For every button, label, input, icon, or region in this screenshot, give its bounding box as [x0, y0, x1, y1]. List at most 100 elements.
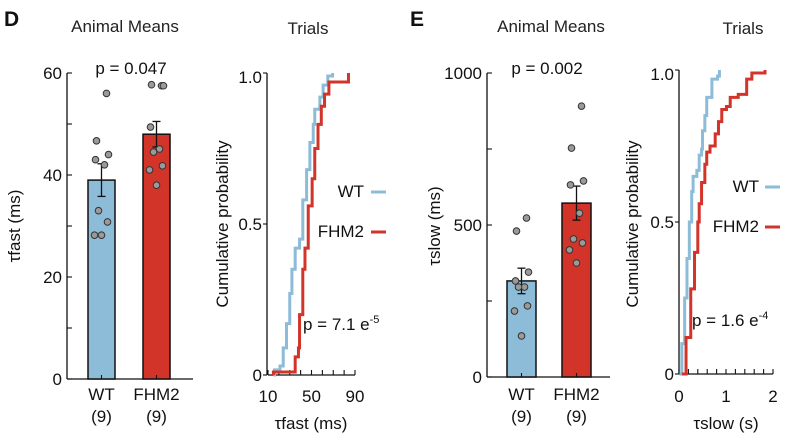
- y-tick-label: 0: [253, 366, 262, 385]
- panel-e-animal-means: E Animal Means p = 0.002 τslow (ms) 0 500…: [410, 8, 610, 426]
- bar-wt: [506, 280, 537, 378]
- panel-d-trials-pvalue: p = 7.1 e-5: [303, 314, 379, 334]
- panel-e-means-pvalue: p = 0.002: [511, 59, 582, 78]
- data-point: [566, 181, 575, 189]
- data-point: [145, 166, 154, 174]
- data-point: [579, 177, 588, 185]
- data-point: [149, 148, 158, 156]
- data-point: [524, 268, 533, 276]
- cdf-line-wt: [679, 70, 721, 376]
- data-point: [511, 277, 520, 285]
- data-point: [147, 80, 156, 89]
- data-point: [100, 161, 109, 169]
- data-point: [92, 137, 101, 145]
- panel-d-y-axis-label: τfast (ms): [5, 190, 24, 263]
- panel-d-trials-plot: 0 0.5 1.0 10 50 90 WT FHM2: [238, 68, 386, 406]
- data-point: [97, 231, 106, 239]
- data-point: [103, 218, 112, 226]
- category-label: WT: [508, 385, 534, 404]
- category-label: FHM2: [553, 385, 599, 404]
- panel-e-trials-plot: 0 0.5 1.0 0 1 2 WT FHM2: [650, 65, 780, 406]
- data-point: [90, 231, 99, 239]
- data-point: [102, 89, 111, 98]
- category-count: (9): [566, 407, 587, 426]
- y-tick-label: 20: [43, 268, 62, 287]
- x-tick-label: 2: [768, 387, 777, 406]
- panel-e-trials-pvalue-base: p = 1.6 e: [692, 311, 759, 330]
- data-point: [522, 214, 531, 222]
- data-point: [158, 162, 167, 170]
- data-point: [514, 283, 523, 291]
- y-tick-label: 500: [454, 216, 482, 235]
- x-tick-label: 10: [259, 387, 278, 406]
- panel-d-means-plot: 0 20 40 60 WT (9) FHM2 (9): [43, 64, 193, 426]
- data-point: [91, 155, 100, 164]
- y-tick-label: 0: [473, 368, 482, 387]
- panel-e-means-plot: 0 500 1000 WT (9) FHM2 (9): [444, 64, 610, 426]
- category-label: WT: [88, 385, 114, 404]
- category-count: (9): [146, 407, 167, 426]
- cdf-line-wt: [273, 73, 335, 377]
- panel-e-trials-pvalue-exponent: -4: [759, 310, 769, 322]
- x-tick-label: 1: [721, 387, 730, 406]
- category-count: (9): [511, 407, 532, 426]
- legend-label-fhm2: FHM2: [713, 217, 759, 236]
- category-count: (9): [91, 407, 112, 426]
- data-point: [152, 181, 161, 189]
- panel-d-trials-pvalue-base: p = 7.1 e: [303, 315, 370, 334]
- legend-label-wt: WT: [338, 182, 364, 201]
- data-point: [512, 227, 521, 235]
- data-point: [569, 235, 578, 243]
- panel-e-trials-y-axis-label: Cumulative probability: [623, 140, 642, 308]
- data-point: [155, 145, 164, 153]
- data-point: [577, 102, 586, 110]
- legend-label-wt: WT: [733, 177, 759, 196]
- y-tick-label: 60: [43, 64, 62, 83]
- data-point: [94, 206, 103, 215]
- y-tick-label: 0: [53, 370, 62, 389]
- data-point: [578, 239, 587, 247]
- cdf-line-fhm2: [271, 73, 350, 375]
- panel-d-trials-pvalue-exponent: -5: [370, 314, 380, 326]
- x-tick-label: 0: [674, 387, 683, 406]
- data-point: [517, 332, 526, 340]
- cdf-line-fhm2: [681, 70, 767, 376]
- data-point: [523, 302, 532, 310]
- y-tick-label: 0.5: [238, 215, 262, 234]
- legend-label-fhm2: FHM2: [318, 222, 364, 241]
- data-point: [104, 150, 113, 159]
- panel-d-trials: Trials Cumulative probability τfast (ms)…: [213, 19, 386, 433]
- panel-e-trials-title: Trials: [723, 19, 764, 38]
- data-point: [567, 144, 576, 152]
- y-tick-label: 0: [665, 365, 674, 384]
- panel-d-trials-x-axis-label: τfast (ms): [275, 414, 348, 433]
- x-tick-label: 50: [302, 387, 321, 406]
- y-tick-label: 1000: [444, 64, 482, 83]
- data-point: [159, 81, 168, 90]
- panel-e-trials: Trials Cumulative probability τslow (s) …: [623, 19, 780, 433]
- data-point: [565, 246, 574, 254]
- panel-d-trials-title: Trials: [288, 19, 329, 38]
- data-point: [572, 259, 581, 267]
- y-tick-label: 0.5: [650, 213, 674, 232]
- panel-e-trials-pvalue: p = 1.6 e-4: [692, 310, 768, 330]
- panel-letter-e: E: [410, 8, 424, 31]
- panel-letter-d: D: [4, 8, 19, 31]
- panel-d-means-pvalue: p = 0.047: [95, 59, 166, 78]
- panel-e-y-axis-label: τslow (ms): [425, 186, 444, 265]
- panel-d-animal-means: D Animal Means p = 0.047 τfast (ms) 0 20 4…: [4, 8, 193, 426]
- panel-e-means-title: Animal Means: [497, 17, 605, 36]
- data-point: [510, 307, 519, 315]
- category-label: FHM2: [133, 385, 179, 404]
- data-point: [575, 209, 584, 217]
- y-tick-label: 1.0: [650, 65, 674, 84]
- bar-fhm2: [561, 202, 592, 378]
- data-point: [146, 123, 155, 131]
- panel-d-means-title: Animal Means: [71, 17, 179, 36]
- y-tick-label: 1.0: [238, 68, 262, 87]
- y-tick-label: 40: [43, 166, 62, 185]
- panel-e-trials-x-axis-label: τslow (s): [693, 414, 758, 433]
- x-tick-label: 90: [346, 387, 365, 406]
- panel-d-trials-y-axis-label: Cumulative probability: [213, 140, 232, 308]
